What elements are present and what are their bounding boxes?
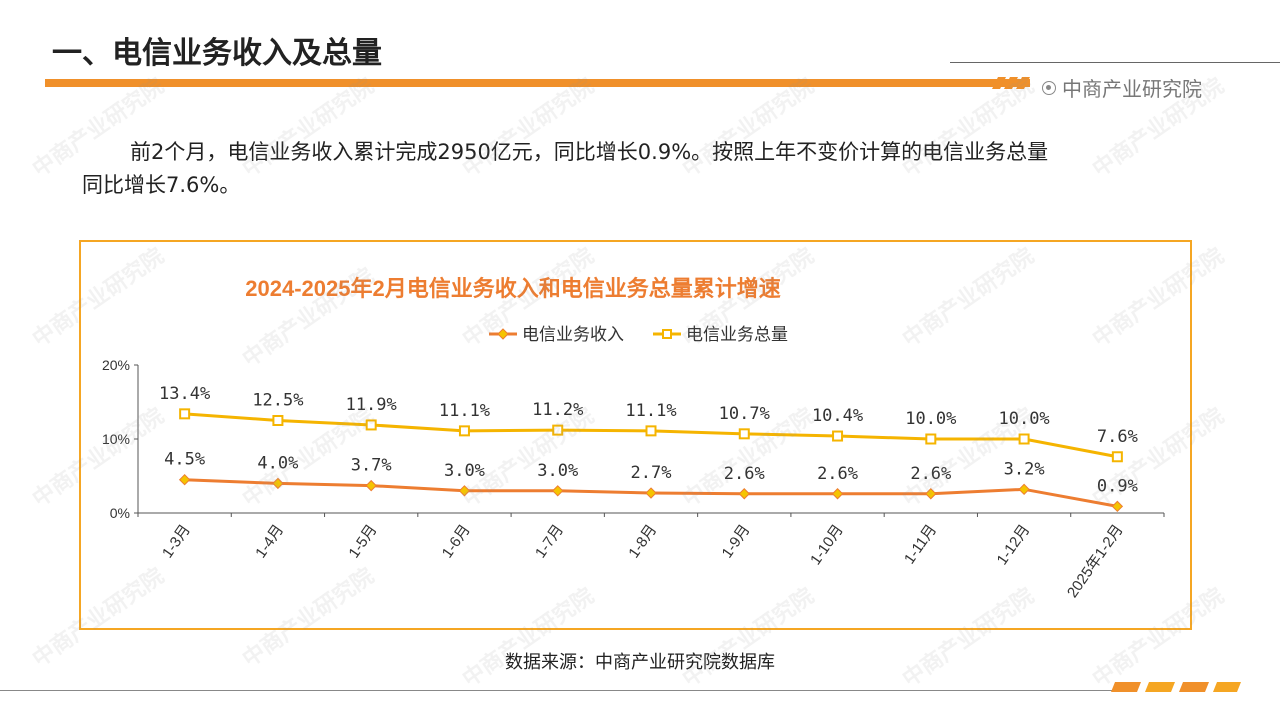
data-label: 4.0% [257,453,298,473]
data-label: 13.4% [159,384,210,404]
chart-title: 2024-2025年2月电信业务收入和电信业务总量累计增速 [245,276,780,301]
chart-series: 4.5% 4.0% 3.7% 3.0% 3.0% 2.7% 2.6% 2.6% 2.6% 3.2%… [159,384,1138,513]
data-label: 3.0% [537,461,578,481]
x-tick-label: 1-5月 [345,522,380,562]
footer-divider [0,690,1120,691]
data-point [832,430,844,442]
data-label: 10.0% [905,409,956,429]
data-label: 7.6% [1097,427,1138,447]
data-label: 2.6% [817,464,858,484]
brand-label: 中商产业研究院 [1042,73,1202,102]
data-point [1111,500,1124,513]
data-point [1018,483,1030,496]
data-point [738,428,750,440]
data-label: 2.6% [910,464,951,484]
page-title: 一、电信业务收入及总量 [52,36,382,71]
data-point [272,477,284,490]
data-label: 2.6% [724,464,765,484]
chart-legend: 电信业务收入 电信业务总量 [489,325,788,344]
x-tick-label: 1-7月 [532,522,567,562]
data-label: 10.4% [812,406,863,426]
x-tick-label: 1-8月 [625,522,660,562]
data-point [645,425,657,437]
data-point [552,485,564,497]
x-tick-label: 1-11月 [901,522,940,568]
data-label: 0.9% [1097,476,1138,496]
data-label: 12.5% [252,391,303,411]
data-point [552,424,564,436]
legend-marker-1 [662,329,672,339]
y-tick-label: 20% [102,357,130,373]
data-label: 3.7% [351,456,392,476]
data-label: 11.2% [532,400,583,420]
x-tick-label: 1-12月 [994,522,1034,569]
data-label: 2.7% [631,463,672,483]
data-source: 数据来源：中商产业研究院数据库 [505,652,775,673]
data-label: 3.2% [1004,459,1045,479]
data-point [925,488,937,500]
data-point [458,425,470,437]
x-tick-label: 1-4月 [252,522,287,562]
y-tick-label: 0% [110,505,130,521]
intro-paragraph: 前2个月，电信业务收入累计完成2950亿元，同比增长0.9%。按照上年不变价计算… [82,136,1172,202]
legend-label-1: 电信业务总量 [686,325,788,344]
data-point [365,419,377,431]
footer-stripe-icon [1111,682,1241,692]
x-tick-label: 1-10月 [807,522,847,569]
y-tick-label: 10% [102,431,130,447]
data-point [272,415,284,426]
data-point [365,479,377,492]
data-point [1018,433,1030,445]
data-point [738,488,750,500]
data-point [458,485,471,497]
data-label: 11.1% [439,401,490,421]
line-chart: 2024-2025年2月电信业务收入和电信业务总量累计增速 电信业务收入 电信业务… [102,276,1165,601]
x-tick-label: 1-3月 [159,522,194,562]
data-point [1111,451,1123,463]
intro-line-1: 前2个月，电信业务收入累计完成2950亿元，同比增长0.9%。按照上年不变价计算… [130,140,1049,164]
data-point [179,408,191,420]
data-point [645,487,657,499]
target-icon [1042,80,1056,95]
x-tick-label: 1-9月 [719,522,754,562]
legend-marker-0 [497,328,509,340]
stripe-decoration-icon [992,77,1030,89]
data-point [178,473,191,486]
data-label: 11.1% [625,401,676,421]
title-underline-bar [45,79,1030,87]
x-tick-label: 2025年1-2月 [1064,522,1127,601]
data-point [925,433,937,445]
header-divider [950,62,1280,63]
brand-text: 中商产业研究院 [1062,77,1202,101]
data-point [831,488,844,500]
x-tick-label: 1-6月 [439,522,474,562]
data-label: 10.7% [719,404,770,424]
intro-line-2: 同比增长7.6%。 [82,173,241,197]
data-label: 11.9% [346,395,397,415]
data-label: 4.5% [164,450,205,470]
chart-frame: 2024-2025年2月电信业务收入和电信业务总量累计增速 电信业务收入 电信业务… [79,240,1192,630]
data-label: 10.0% [998,409,1049,429]
data-label: 3.0% [444,461,485,481]
legend-label-0: 电信业务收入 [522,325,624,344]
